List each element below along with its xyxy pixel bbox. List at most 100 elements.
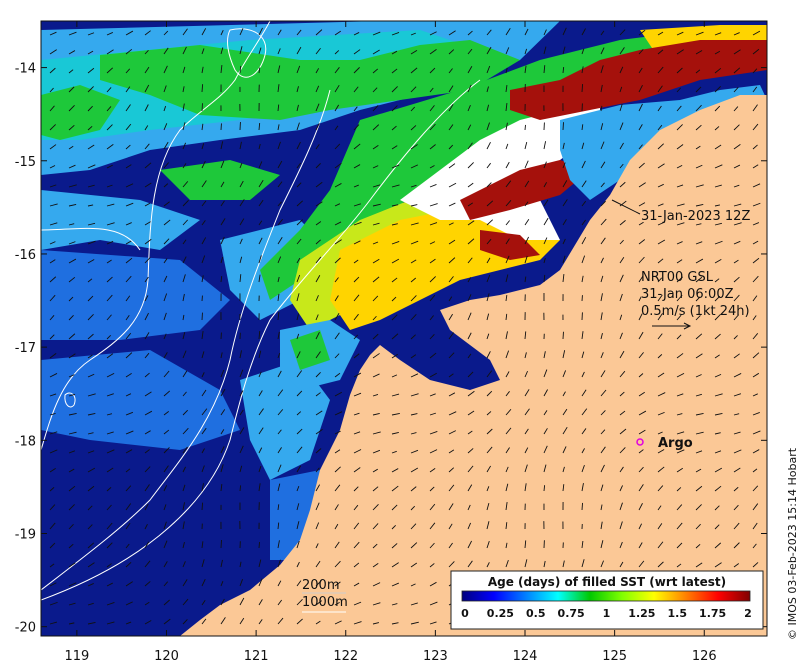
current-vector: [220, 160, 225, 169]
current-vector: [144, 202, 151, 207]
current-vector: [201, 465, 205, 473]
current-vector: [315, 103, 320, 112]
current-vector: [581, 180, 587, 188]
current-vector: [562, 122, 564, 131]
current-vector: [163, 183, 169, 188]
current-vector: [467, 504, 471, 511]
current-vector: [448, 449, 455, 454]
current-vector: [49, 49, 57, 55]
current-vector: [752, 430, 761, 435]
current-vector: [353, 106, 358, 112]
current-vector: [505, 313, 508, 321]
current-vector: [467, 277, 472, 283]
current-vector: [714, 184, 722, 188]
current-vector: [258, 123, 261, 131]
colorbar-ramp: [461, 590, 751, 602]
current-vector: [315, 467, 320, 473]
current-vector: [296, 274, 301, 283]
colorbar: Age (days) of filled SST (wrt latest) 0 0…: [450, 570, 764, 630]
current-vector: [182, 427, 189, 435]
x-tick-label: 123: [423, 649, 448, 664]
current-vector: [429, 31, 437, 36]
current-vector: [543, 141, 547, 150]
current-vector: [752, 468, 758, 473]
current-vector: [144, 238, 152, 245]
current-vector: [277, 293, 280, 302]
current-vector: [524, 276, 527, 283]
current-vector: [201, 180, 207, 188]
current-vector: [657, 163, 665, 169]
current-vector: [410, 125, 417, 131]
current-vector: [505, 122, 508, 131]
current-vector: [391, 223, 398, 226]
current-vector: [562, 27, 567, 36]
current-vector: [467, 257, 473, 264]
current-vector: [68, 296, 74, 302]
current-vector: [334, 50, 340, 55]
current-vector: [125, 468, 131, 473]
current-vector: [68, 412, 77, 416]
current-vector: [486, 141, 491, 150]
current-vector: [68, 241, 76, 245]
current-vector: [258, 371, 262, 378]
current-vector: [505, 238, 510, 245]
current-scale-label: 0.5m/s (1kt 24h): [641, 304, 750, 319]
current-vector: [49, 373, 58, 378]
current-vector: [334, 257, 341, 264]
current-vector: [372, 105, 379, 112]
current-vector: [486, 486, 490, 492]
current-vector: [106, 314, 112, 321]
current-vector: [334, 162, 342, 169]
current-vector: [410, 86, 417, 93]
current-vector: [619, 86, 623, 93]
current-vector: [353, 164, 361, 169]
current-vector: [467, 66, 473, 74]
current-vector: [106, 467, 114, 473]
current-vector: [676, 413, 683, 416]
current-vector: [106, 563, 112, 568]
current-vector: [524, 48, 528, 55]
current-vector: [68, 124, 75, 131]
current-vector: [486, 104, 490, 112]
current-vector: [372, 622, 380, 625]
current-vector: [619, 485, 623, 492]
current-vector: [258, 274, 261, 283]
current-vector: [714, 485, 722, 492]
current-vector: [220, 598, 225, 606]
current-vector: [296, 219, 303, 226]
current-vector: [391, 50, 398, 55]
current-vector: [372, 582, 381, 587]
current-vector: [657, 294, 663, 302]
current-vector: [524, 370, 528, 378]
current-vector: [486, 428, 493, 435]
current-vector: [315, 314, 319, 321]
current-vector: [638, 352, 644, 359]
current-vector: [334, 466, 341, 473]
current-vector: [448, 467, 455, 473]
current-vector: [695, 431, 704, 435]
current-vector: [106, 335, 111, 340]
current-vector: [163, 105, 167, 112]
current-vector: [353, 276, 360, 283]
current-vector: [201, 372, 205, 378]
current-vector: [144, 430, 151, 435]
current-vector: [201, 84, 204, 93]
current-vector: [448, 313, 453, 321]
current-vector: [239, 28, 244, 36]
current-vector: [353, 449, 362, 454]
current-vector: [638, 466, 644, 473]
current-vector: [220, 464, 224, 473]
current-vector: [448, 222, 454, 226]
current-vector: [334, 504, 339, 511]
current-vector: [315, 429, 323, 435]
current-vector: [619, 47, 625, 55]
current-vector: [714, 393, 723, 397]
current-vector: [87, 602, 94, 606]
current-vector: [277, 580, 282, 587]
current-vector: [429, 449, 438, 454]
current-vector: [68, 582, 77, 587]
current-vector: [182, 46, 187, 55]
current-vector: [505, 199, 512, 207]
current-vector: [486, 521, 490, 530]
current-vector: [315, 295, 319, 302]
